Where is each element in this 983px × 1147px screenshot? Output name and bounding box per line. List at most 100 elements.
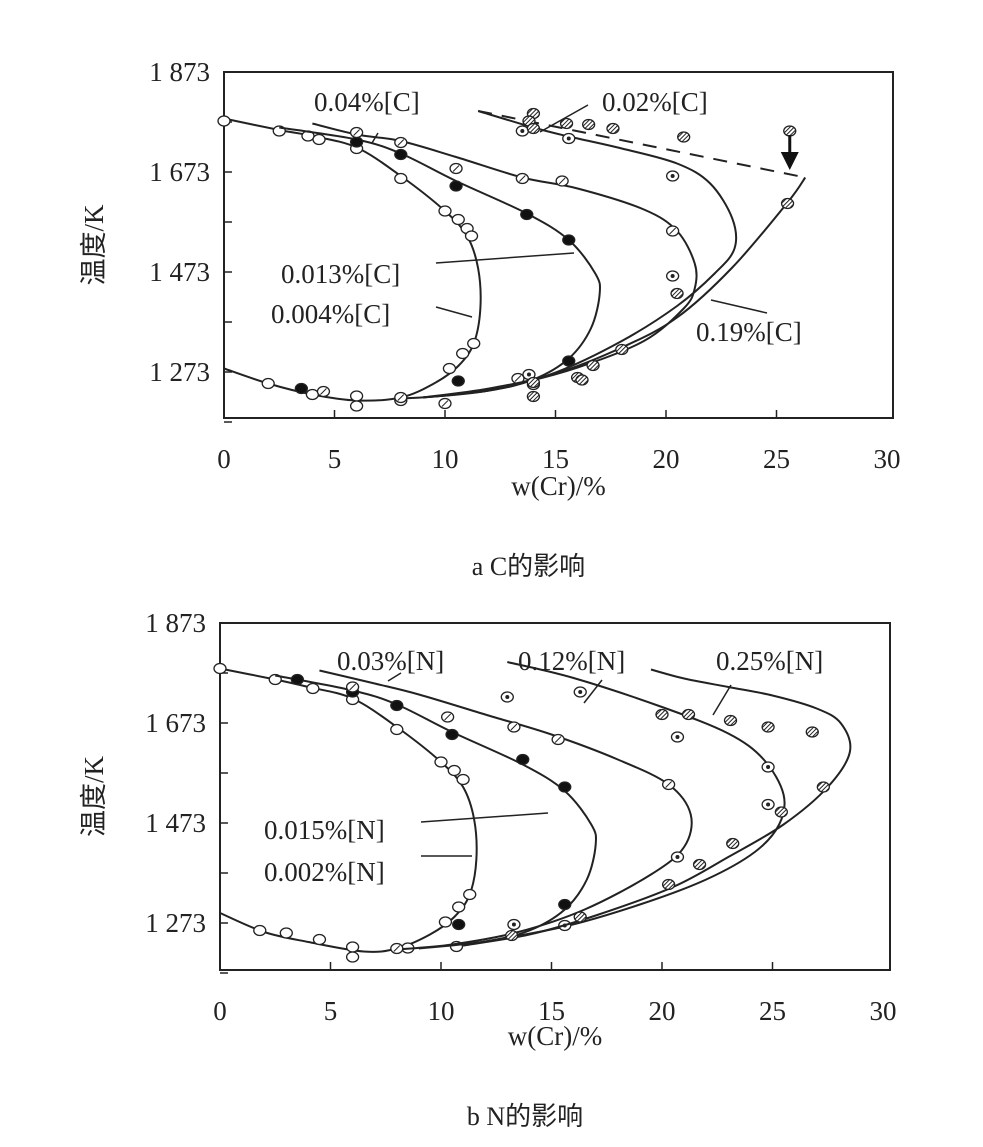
leader-line	[371, 132, 379, 144]
data-point	[261, 377, 275, 390]
data-point	[312, 133, 326, 146]
data-point	[349, 136, 364, 148]
y-tick-label: 1 673	[149, 157, 210, 187]
data-point-slash	[320, 388, 327, 395]
series-curve	[319, 669, 693, 951]
data-point-dot	[511, 922, 516, 927]
data-point	[434, 756, 448, 768]
leader-line	[583, 679, 603, 704]
x-tick-label: 0	[217, 444, 231, 474]
series-curve	[462, 668, 852, 947]
data-point	[670, 287, 684, 300]
series-0-25-N-	[462, 668, 852, 947]
data-point	[520, 208, 534, 221]
data-point	[805, 726, 819, 738]
data-point-dot	[526, 372, 531, 377]
x-tick-label: 15	[538, 996, 565, 1026]
y-tick-label: 1 673	[145, 708, 206, 738]
leader-line	[539, 104, 589, 133]
data-point	[438, 916, 453, 928]
series-label: 0.03%[N]	[337, 646, 444, 676]
data-point	[562, 355, 576, 367]
data-point-dot	[505, 695, 510, 699]
data-point	[526, 390, 541, 403]
x-tick-label: 30	[874, 444, 901, 474]
x-axis-label: w(Cr)/%	[511, 471, 605, 501]
data-point	[467, 337, 481, 350]
series-0-12-N-	[462, 661, 786, 947]
data-point-dot	[675, 735, 680, 739]
series-label: 0.013%[C]	[281, 259, 400, 289]
data-point-slash	[669, 227, 676, 235]
y-tick-label: 1 273	[149, 357, 210, 387]
data-point-dot	[566, 136, 571, 141]
data-point	[447, 764, 461, 777]
data-point-slash	[510, 723, 518, 731]
data-point	[349, 400, 364, 412]
data-point-slash	[393, 945, 401, 952]
leader-line	[712, 684, 732, 716]
data-point	[452, 918, 466, 931]
series-label: 0.02%[C]	[602, 87, 708, 117]
data-point	[582, 118, 596, 131]
data-point-slash	[554, 736, 562, 743]
figure-caption: b N的影响	[467, 1102, 583, 1131]
data-point-slash	[514, 375, 522, 382]
leader-line	[435, 252, 575, 264]
x-tick-label: 10	[428, 996, 455, 1026]
data-point	[438, 205, 452, 217]
chart-panel-b: 0 5 10 15 20 25 30 1 873 1 673 1 473 1 273 w(Cr)/% 温…	[79, 608, 897, 1131]
series-0-015-N-	[275, 673, 598, 950]
data-point	[253, 924, 267, 937]
y-tick-label: 1 473	[149, 257, 210, 287]
data-point	[516, 753, 530, 766]
data-point	[456, 773, 470, 786]
data-point	[615, 343, 629, 356]
data-point	[390, 723, 404, 736]
data-point	[456, 347, 470, 360]
down-arrow-icon	[780, 152, 799, 170]
series-curve	[422, 176, 807, 399]
x-tick-label: 20	[653, 444, 680, 474]
plot-frame	[223, 71, 894, 419]
x-tick-label: 20	[649, 996, 676, 1026]
leader-line	[710, 299, 768, 314]
series-0-02-C-	[422, 110, 738, 399]
series-label: 0.25%[N]	[716, 646, 823, 676]
y-tick-label: 1 273	[145, 908, 206, 938]
leader-line	[435, 306, 473, 318]
data-point	[305, 388, 320, 401]
x-tick-label: 30	[870, 996, 897, 1026]
series-label: 0.004%[C]	[271, 299, 390, 329]
data-point-dot	[766, 765, 771, 769]
data-point-slash	[397, 394, 405, 401]
series-0-002-N-	[213, 662, 478, 963]
data-point	[783, 125, 797, 137]
data-point-dot	[670, 274, 675, 278]
data-point	[723, 714, 738, 727]
data-point	[726, 837, 740, 850]
data-point	[558, 898, 572, 911]
series-0-19-C-	[422, 107, 807, 403]
series-curve	[462, 661, 786, 947]
data-point	[573, 911, 587, 923]
x-tick-label: 5	[328, 444, 342, 474]
data-point	[442, 362, 457, 375]
data-point-slash	[441, 400, 449, 407]
data-point	[451, 375, 465, 387]
data-point	[655, 708, 669, 721]
data-point	[681, 708, 696, 721]
x-tick-label: 25	[759, 996, 786, 1026]
data-point	[349, 390, 364, 402]
data-point	[562, 234, 576, 246]
figure-caption: a C的影响	[472, 552, 585, 581]
series-curve	[223, 117, 482, 402]
series-0-004-C-	[217, 115, 482, 412]
data-point	[816, 781, 830, 793]
data-point	[449, 180, 463, 192]
data-point-slash	[397, 139, 405, 146]
data-point	[761, 721, 775, 733]
series-label: 0.04%[C]	[314, 87, 420, 117]
data-point	[217, 115, 231, 127]
data-point	[464, 230, 479, 242]
